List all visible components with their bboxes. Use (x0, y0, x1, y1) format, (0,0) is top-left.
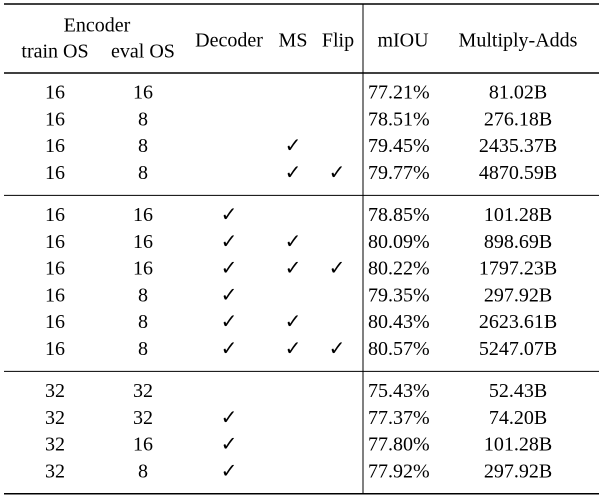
cell: 16 (45, 108, 65, 130)
cell: ✓ (221, 204, 238, 226)
column-header: Multiply-Adds (459, 30, 578, 52)
madds-cell: 2435.37B (479, 135, 557, 157)
madds-cell: 276.18B (484, 108, 552, 130)
cell: ✓ (329, 258, 346, 280)
cell: 16 (45, 231, 65, 253)
cell: ✓ (329, 338, 346, 360)
miou-cell: 78.85% (368, 204, 430, 226)
cell: 8 (138, 135, 148, 157)
column-header: train OS (21, 41, 88, 63)
cell: 8 (138, 311, 148, 333)
madds-cell: 101.28B (484, 204, 552, 226)
cell: 32 (133, 407, 153, 429)
cell: 32 (45, 434, 65, 456)
cell: ✓ (221, 407, 238, 429)
cell: ✓ (221, 460, 238, 482)
cell: 16 (133, 231, 153, 253)
cell: ✓ (285, 162, 302, 184)
cell: ✓ (285, 338, 302, 360)
cell: ✓ (221, 284, 238, 306)
madds-cell: 898.69B (484, 231, 552, 253)
miou-cell: 80.09% (368, 231, 430, 253)
cell: 32 (45, 460, 65, 482)
madds-cell: 81.02B (489, 82, 547, 104)
madds-cell: 297.92B (484, 284, 552, 306)
column-header: MS (279, 30, 308, 52)
miou-cell: 79.45% (368, 135, 430, 157)
madds-cell: 297.92B (484, 460, 552, 482)
miou-cell: 79.77% (368, 162, 430, 184)
cell: 16 (45, 82, 65, 104)
cell: ✓ (329, 162, 346, 184)
miou-cell: 77.37% (368, 407, 430, 429)
madds-cell: 74.20B (489, 407, 547, 429)
cell: 16 (133, 204, 153, 226)
encoder-header: Encoder (64, 15, 131, 37)
cell: 16 (45, 258, 65, 280)
miou-cell: 80.22% (368, 258, 430, 280)
madds-cell: 101.28B (484, 434, 552, 456)
miou-cell: 80.57% (368, 338, 430, 360)
cell: 32 (45, 407, 65, 429)
cell: 8 (138, 162, 148, 184)
column-header: mIOU (377, 30, 429, 52)
cell: 8 (138, 460, 148, 482)
cell: ✓ (221, 338, 238, 360)
cell: 16 (133, 82, 153, 104)
miou-cell: 77.80% (368, 434, 430, 456)
miou-cell: 77.21% (368, 82, 430, 104)
column-header: eval OS (111, 41, 175, 63)
cell: ✓ (285, 135, 302, 157)
cell: 16 (133, 258, 153, 280)
cell: 32 (133, 380, 153, 402)
cell: 8 (138, 284, 148, 306)
cell: ✓ (221, 311, 238, 333)
cell: 32 (45, 380, 65, 402)
cell: ✓ (285, 231, 302, 253)
madds-cell: 4870.59B (479, 162, 557, 184)
column-header: Decoder (195, 30, 263, 52)
cell: 16 (133, 434, 153, 456)
madds-cell: 52.43B (489, 380, 547, 402)
miou-cell: 77.92% (368, 460, 430, 482)
cell: ✓ (285, 258, 302, 280)
cell: 16 (45, 338, 65, 360)
cell: ✓ (285, 311, 302, 333)
cell: 16 (45, 311, 65, 333)
cell: 16 (45, 204, 65, 226)
column-header: Flip (322, 30, 354, 52)
cell: 16 (45, 162, 65, 184)
cell: ✓ (221, 434, 238, 456)
cell: 8 (138, 108, 148, 130)
madds-cell: 1797.23B (479, 258, 557, 280)
cell: ✓ (221, 231, 238, 253)
madds-cell: 5247.07B (479, 338, 557, 360)
cell: 8 (138, 338, 148, 360)
madds-cell: 2623.61B (479, 311, 557, 333)
miou-cell: 79.35% (368, 284, 430, 306)
miou-cell: 80.43% (368, 311, 430, 333)
cell: 16 (45, 135, 65, 157)
cell: 16 (45, 284, 65, 306)
cell: ✓ (221, 258, 238, 280)
miou-cell: 78.51% (368, 108, 430, 130)
miou-cell: 75.43% (368, 380, 430, 402)
